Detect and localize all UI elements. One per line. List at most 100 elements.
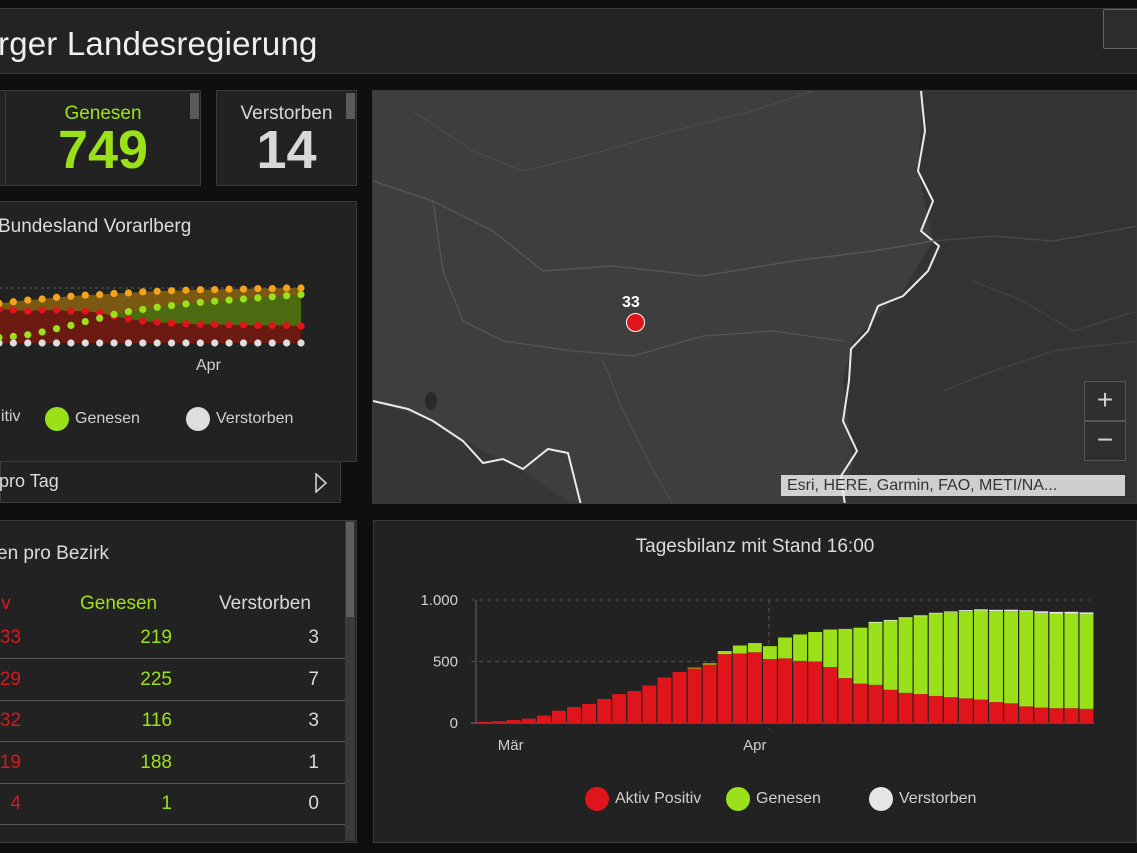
- linechart-point-genesen[interactable]: [211, 297, 219, 305]
- bar-aktiv-positiv[interactable]: [717, 654, 732, 723]
- table-row[interactable]: 33 219 3: [0, 618, 345, 659]
- table-row[interactable]: 4 1 0: [0, 784, 345, 825]
- linechart-point-verstorben[interactable]: [139, 339, 147, 347]
- linechart-point-verstorben[interactable]: [110, 339, 118, 347]
- indicator-scrollbar[interactable]: [190, 93, 199, 119]
- linechart-point-genesen[interactable]: [0, 334, 3, 341]
- linechart-point-positiv[interactable]: [96, 309, 104, 317]
- linechart-point-summe[interactable]: [24, 296, 32, 304]
- table-row[interactable]: 19 188 1: [0, 743, 345, 784]
- bar-genesen[interactable]: [808, 631, 823, 662]
- linechart-point-genesen[interactable]: [167, 302, 176, 310]
- bar-genesen[interactable]: [702, 663, 717, 665]
- bar-verstorben[interactable]: [974, 609, 988, 611]
- bar-verstorben[interactable]: [1019, 610, 1034, 612]
- bar-aktiv-positiv[interactable]: [582, 703, 596, 723]
- bar-genesen[interactable]: [868, 622, 883, 685]
- linechart-point-verstorben[interactable]: [167, 339, 176, 347]
- bar-genesen[interactable]: [1064, 613, 1079, 709]
- linechart-point-verstorben[interactable]: [67, 339, 75, 347]
- bar-aktiv-positiv[interactable]: [687, 668, 702, 723]
- linechart-point-positiv[interactable]: [124, 315, 133, 323]
- table-row[interactable]: 32 116 3: [0, 701, 345, 742]
- linechart-point-summe[interactable]: [254, 284, 262, 293]
- bar-verstorben[interactable]: [1034, 611, 1049, 613]
- header-menu-button[interactable]: [1103, 9, 1137, 49]
- bar-genesen[interactable]: [762, 646, 777, 660]
- linechart-point-genesen[interactable]: [67, 321, 75, 329]
- linechart-point-genesen[interactable]: [268, 293, 276, 301]
- bar-genesen[interactable]: [747, 643, 762, 653]
- linechart-point-verstorben[interactable]: [283, 339, 291, 347]
- bar-aktiv-positiv[interactable]: [1019, 706, 1034, 723]
- bar-aktiv-positiv[interactable]: [989, 702, 1003, 723]
- bar-aktiv-positiv[interactable]: [762, 659, 777, 723]
- linechart-point-summe[interactable]: [38, 295, 46, 303]
- bar-genesen[interactable]: [1004, 611, 1019, 704]
- linechart-point-positiv[interactable]: [0, 305, 3, 313]
- bar-aktiv-positiv[interactable]: [958, 698, 973, 723]
- bar-aktiv-positiv[interactable]: [612, 694, 627, 723]
- bar-aktiv-positiv[interactable]: [793, 660, 808, 723]
- linechart-point-verstorben[interactable]: [211, 339, 219, 347]
- linechart-point-genesen[interactable]: [225, 296, 233, 304]
- linechart-point-summe[interactable]: [81, 291, 89, 299]
- linechart-point-genesen[interactable]: [110, 310, 118, 318]
- bar-genesen[interactable]: [1079, 614, 1094, 709]
- linechart-point-verstorben[interactable]: [38, 339, 46, 347]
- bar-verstorben[interactable]: [989, 609, 1003, 612]
- linechart-point-positiv[interactable]: [239, 321, 248, 329]
- map-attribution[interactable]: Esri, HERE, Garmin, FAO, METI/NA...: [781, 475, 1125, 496]
- linechart-point-positiv[interactable]: [9, 306, 17, 314]
- linechart-point-genesen[interactable]: [283, 292, 291, 300]
- linechart-point-positiv[interactable]: [52, 306, 61, 314]
- bar-aktiv-positiv[interactable]: [823, 667, 838, 723]
- bar-aktiv-positiv[interactable]: [732, 653, 747, 723]
- bar-aktiv-positiv[interactable]: [551, 710, 566, 723]
- linechart-point-summe[interactable]: [110, 289, 118, 298]
- linechart-point-verstorben[interactable]: [239, 339, 248, 347]
- map-view[interactable]: 33 + − Esri, HERE, Garmin, FAO, METI/NA.…: [372, 90, 1137, 504]
- bar-aktiv-positiv[interactable]: [778, 658, 792, 723]
- linechart-point-verstorben[interactable]: [297, 339, 305, 347]
- play-arrow-icon[interactable]: [315, 472, 328, 498]
- linechart-point-verstorben[interactable]: [96, 339, 104, 347]
- bar-genesen[interactable]: [793, 634, 808, 661]
- bar-genesen[interactable]: [732, 645, 747, 654]
- linechart-point-verstorben[interactable]: [254, 339, 262, 347]
- bar-genesen[interactable]: [898, 617, 913, 693]
- linechart-point-genesen[interactable]: [153, 303, 161, 311]
- linechart-point-summe[interactable]: [211, 286, 219, 294]
- linechart-point-summe[interactable]: [153, 287, 161, 295]
- linechart-point-summe[interactable]: [167, 287, 176, 295]
- linechart-point-positiv[interactable]: [196, 320, 204, 328]
- table-scrollbar[interactable]: [345, 521, 355, 841]
- bar-aktiv-positiv[interactable]: [868, 684, 883, 723]
- bar-genesen[interactable]: [913, 615, 928, 695]
- bar-verstorben[interactable]: [928, 612, 943, 614]
- linechart-point-positiv[interactable]: [67, 307, 75, 315]
- linechart-point-verstorben[interactable]: [24, 339, 32, 347]
- bar-verstorben[interactable]: [913, 615, 928, 617]
- linechart-point-verstorben[interactable]: [81, 339, 89, 347]
- linechart-point-positiv[interactable]: [297, 322, 305, 330]
- linechart-point-summe[interactable]: [96, 291, 104, 299]
- bar-aktiv-positiv[interactable]: [672, 671, 687, 723]
- legend-item-genesen[interactable]: Genesen: [45, 407, 140, 431]
- linechart-point-positiv[interactable]: [153, 318, 161, 326]
- bar-aktiv-positiv[interactable]: [1004, 703, 1019, 723]
- linechart-point-positiv[interactable]: [283, 321, 291, 329]
- col-header-genesen[interactable]: Genesen: [80, 593, 158, 614]
- scrollbar-thumb[interactable]: [346, 522, 354, 617]
- bar-aktiv-positiv[interactable]: [491, 721, 506, 723]
- bar-aktiv-positiv[interactable]: [838, 678, 853, 723]
- bar-genesen[interactable]: [838, 628, 853, 679]
- bar-genesen[interactable]: [1034, 612, 1049, 708]
- linechart-point-genesen[interactable]: [96, 314, 104, 322]
- bar-verstorben[interactable]: [883, 619, 898, 621]
- bar-genesen[interactable]: [928, 613, 943, 696]
- linechart-point-genesen[interactable]: [38, 328, 46, 336]
- linechart-point-summe[interactable]: [124, 289, 133, 297]
- linechart-point-positiv[interactable]: [225, 321, 233, 329]
- bar-aktiv-positiv[interactable]: [521, 718, 536, 723]
